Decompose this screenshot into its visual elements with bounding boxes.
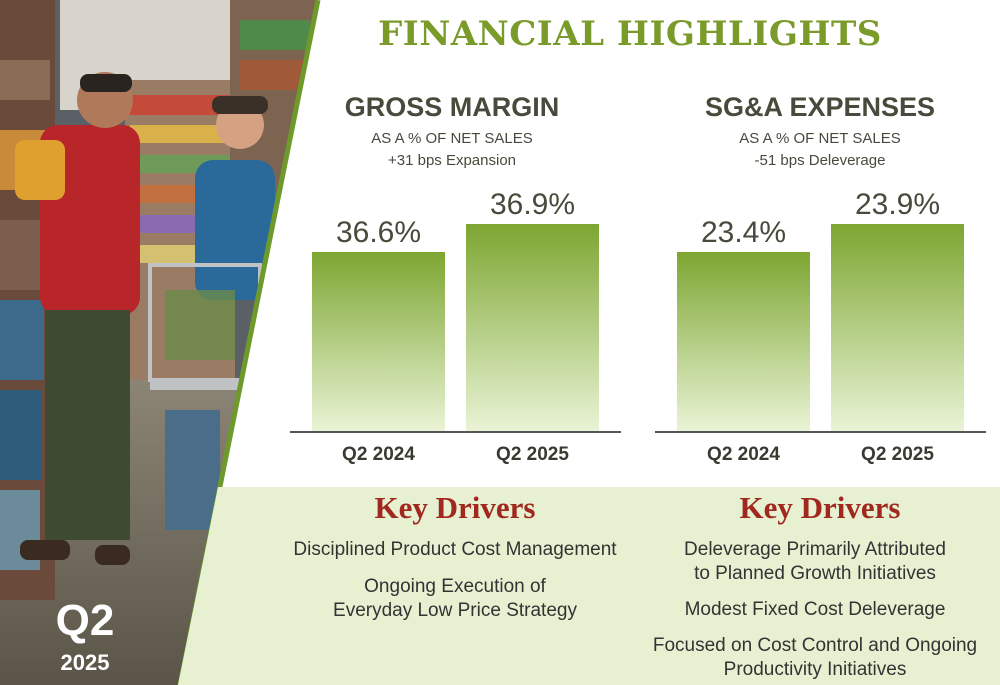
key-driver-right-2: Modest Fixed Cost Deleverage: [684, 599, 946, 620]
gross-margin-subtitle: AS A % OF NET SALES +31 bps Expansion: [262, 128, 642, 172]
sga-expenses-chart: 23.4% Q2 2024 23.9% Q2 2025: [655, 188, 986, 465]
x-tick-label: Q2 2025: [861, 444, 934, 465]
bar-q2-2024: [312, 252, 445, 432]
bar-value-label: 23.9%: [855, 188, 940, 221]
key-driver-right-3: Focused on Cost Control and Ongoing Prod…: [652, 635, 978, 680]
sga-expenses-title: SG&A EXPENSES: [704, 92, 936, 122]
year-badge: 2025: [60, 650, 110, 675]
sga-expenses-subtitle-line-2: -51 bps Deleverage: [754, 152, 886, 169]
bar-q2-2025: [466, 224, 599, 432]
sga-expenses-subtitle-line-1: AS A % OF NET SALES: [739, 130, 901, 147]
sga-expenses-subtitle: AS A % OF NET SALES -51 bps Deleverage: [630, 128, 1000, 172]
bar-value-label: 36.6%: [336, 216, 421, 249]
gross-margin-subtitle-line-2: +31 bps Expansion: [387, 152, 516, 169]
bar-value-label: 23.4%: [701, 216, 786, 249]
page-title: FINANCIAL HIGHLIGHTS: [378, 14, 882, 54]
key-drivers-title-right: Key Drivers: [739, 490, 901, 525]
key-drivers-title-left: Key Drivers: [374, 490, 536, 525]
x-tick-label: Q2 2025: [496, 444, 569, 465]
gross-margin-chart: 36.6% Q2 2024 36.9% Q2 2025: [290, 188, 621, 465]
key-driver-left-1: Disciplined Product Cost Management: [293, 539, 617, 560]
gross-margin-subtitle-line-1: AS A % OF NET SALES: [371, 130, 533, 147]
key-driver-left-2: Ongoing Execution of Everyday Low Price …: [333, 576, 577, 621]
bar-value-label: 36.9%: [490, 188, 575, 221]
x-tick-label: Q2 2024: [342, 444, 415, 465]
bar-q2-2024: [677, 252, 810, 432]
gross-margin-title: GROSS MARGIN: [344, 92, 560, 122]
key-driver-right-1: Deleverage Primarily Attributed to Plann…: [684, 539, 946, 584]
x-tick-label: Q2 2024: [707, 444, 780, 465]
bar-q2-2025: [831, 224, 964, 432]
quarter-badge: Q2: [55, 596, 115, 645]
